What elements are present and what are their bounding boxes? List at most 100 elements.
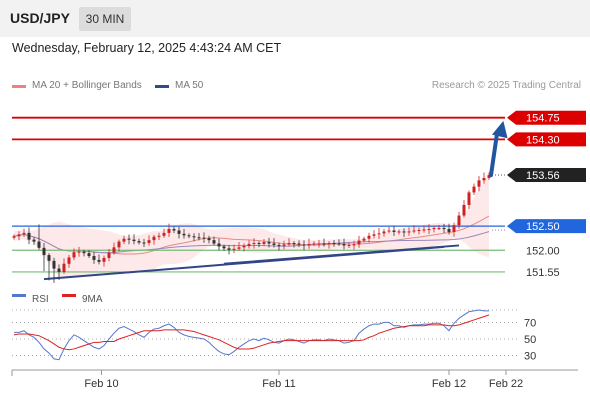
candle-body	[432, 228, 436, 230]
rsi-ma-line	[13, 314, 490, 351]
candle-body	[152, 236, 156, 241]
candle-body	[177, 230, 181, 234]
level-tag-152-50	[507, 219, 586, 234]
candle-body	[77, 251, 81, 253]
last-price-tag	[507, 168, 586, 183]
x-tick-label: Feb 22	[489, 378, 523, 390]
candle-body	[197, 237, 201, 239]
candle-body	[327, 243, 331, 245]
last-price-label: 153.56	[526, 170, 560, 182]
ma50-legend-swatch	[155, 85, 169, 88]
candle-body	[347, 244, 351, 246]
ma50-legend-label: MA 50	[175, 80, 204, 91]
candle-body	[217, 243, 221, 247]
symbol-label: USD/JPY	[10, 10, 70, 26]
candle-body	[477, 180, 481, 187]
candle-body	[247, 243, 251, 246]
candle-body	[377, 233, 381, 235]
level-label-152-50: 152.50	[526, 221, 560, 233]
candle-body	[417, 230, 421, 232]
candle-body	[467, 192, 471, 205]
rsi-tick-30: 30	[524, 351, 536, 363]
candle-body	[182, 233, 186, 236]
candle-body	[162, 232, 166, 236]
candle-body	[252, 243, 256, 245]
candle-body	[457, 215, 461, 226]
candle-body	[202, 237, 206, 239]
candle-body	[242, 245, 246, 248]
candle-body	[437, 228, 441, 230]
candle-body	[337, 243, 341, 245]
rsi-legend-swatch	[12, 294, 26, 297]
rsi-legend-label: RSI	[32, 294, 49, 305]
candle-body	[207, 238, 211, 241]
rsi-tick-50: 50	[524, 334, 536, 346]
candle-body	[107, 252, 111, 258]
candle-body	[312, 243, 316, 245]
candle-body	[257, 243, 261, 245]
candle-body	[357, 240, 361, 245]
candle-body	[102, 257, 106, 262]
candle-body	[482, 177, 486, 181]
candle-body	[42, 247, 46, 256]
candle-body	[67, 257, 71, 264]
level-label-151-55: 151.55	[526, 267, 560, 279]
candle-body	[17, 234, 21, 237]
rsi-line	[14, 309, 489, 361]
candle-body	[302, 244, 306, 246]
candle-body	[267, 242, 271, 244]
candle-body	[462, 204, 466, 216]
ma50-line	[13, 231, 490, 254]
candle-body	[57, 268, 61, 272]
datetime-label: Wednesday, February 12, 2025 4:43:24 AM …	[12, 41, 282, 55]
candle-body	[92, 256, 96, 260]
candle-body	[22, 232, 26, 235]
x-tick-label: Feb 11	[262, 378, 295, 390]
level-label-154-30: 154.30	[526, 134, 560, 146]
candle-body	[407, 231, 411, 233]
candle-body	[472, 186, 476, 193]
candle-body	[172, 229, 176, 231]
candle-body	[187, 235, 191, 237]
candle-body	[402, 231, 406, 233]
candle-body	[97, 259, 101, 262]
candle-body	[352, 244, 356, 246]
rsi-ma-legend-swatch	[62, 294, 76, 297]
rsi-tick-70: 70	[524, 317, 536, 329]
candle-body	[362, 238, 366, 241]
candle-body	[372, 234, 376, 236]
projection-arrow-shaft	[489, 131, 499, 178]
candle-body	[227, 248, 231, 250]
ma20-legend-swatch	[12, 85, 26, 88]
candle-body	[212, 240, 216, 244]
candle-body	[87, 253, 91, 257]
projection-arrow-head	[491, 120, 508, 139]
candle-body	[47, 255, 51, 261]
level-label-152-00: 152.00	[526, 245, 560, 257]
candle-body	[487, 175, 491, 178]
candle-body	[277, 244, 281, 246]
candle-body	[62, 263, 66, 272]
candle-body	[147, 240, 151, 244]
candle-body	[292, 243, 296, 245]
candle-body	[287, 243, 291, 245]
chart-header: USD/JPY 30 MIN	[0, 0, 590, 37]
timeframe-button[interactable]: 30 MIN	[79, 7, 131, 31]
candle-body	[272, 243, 276, 245]
candle-body	[32, 239, 36, 242]
candle-body	[452, 225, 456, 232]
x-tick-label: Feb 10	[84, 378, 118, 390]
candle-body	[447, 229, 451, 232]
ma20-legend-label: MA 20 + Bollinger Bands	[32, 80, 142, 91]
bollinger-band	[14, 174, 489, 278]
candle-body	[387, 230, 391, 232]
candle-body	[382, 231, 386, 234]
candle-body	[167, 229, 171, 233]
candle-body	[127, 238, 131, 240]
candle-body	[27, 232, 31, 240]
level-label-154-75: 154.75	[526, 113, 560, 125]
candle-body	[322, 243, 326, 245]
candle-body	[282, 244, 286, 246]
